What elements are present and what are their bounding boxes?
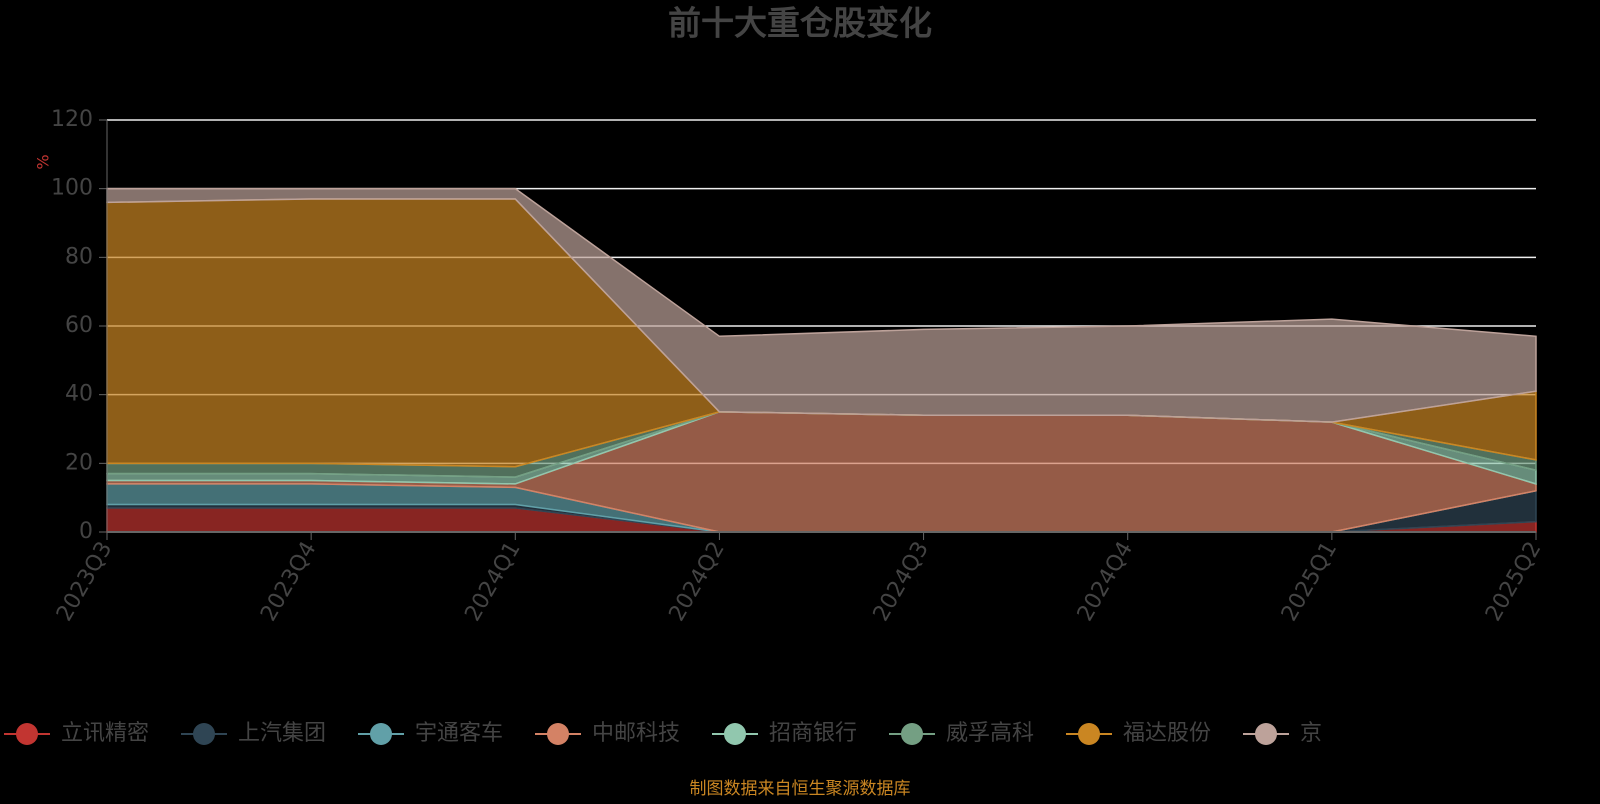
x-tick-label: 2023Q3 <box>52 538 117 626</box>
x-tick-label: 2025Q1 <box>1277 538 1342 626</box>
x-tick-label: 2023Q4 <box>256 538 321 626</box>
legend-label: 中邮科技 <box>592 721 680 746</box>
y-tick-label: 40 <box>65 382 93 407</box>
legend-label: 上汽集团 <box>238 721 326 746</box>
x-tick-label: 2024Q2 <box>665 538 730 626</box>
legend-marker <box>724 723 746 745</box>
legend-marker <box>901 723 923 745</box>
y-axis-label: % <box>34 154 53 169</box>
legend-label: 宇通客车 <box>415 721 503 746</box>
x-tick-label: 2024Q4 <box>1073 538 1138 626</box>
legend-marker <box>370 723 392 745</box>
y-tick-label: 120 <box>51 107 93 132</box>
legend-marker <box>1078 723 1100 745</box>
legend-label: 招商银行 <box>769 721 857 746</box>
area <box>106 187 1537 423</box>
legend-marker <box>16 723 38 745</box>
x-tick-label: 2024Q1 <box>460 538 525 626</box>
y-tick-label: 20 <box>65 450 93 475</box>
legend-marker <box>193 723 215 745</box>
y-tick-label: 80 <box>65 244 93 269</box>
legend-marker <box>1255 723 1277 745</box>
legend-label: 京 <box>1300 721 1322 746</box>
legend-label: 福达股份 <box>1123 721 1211 746</box>
y-tick-label: 60 <box>65 313 93 338</box>
chart-title: 前十大重仓股变化 <box>668 4 932 43</box>
source-note: 制图数据来自恒生聚源数据库 <box>690 779 911 799</box>
y-tick-label: 100 <box>51 176 93 201</box>
x-tick-label: 2025Q2 <box>1481 538 1546 626</box>
x-tick-label: 2024Q3 <box>869 538 934 626</box>
legend-marker <box>547 723 569 745</box>
legend-label: 立讯精密 <box>61 721 149 746</box>
legend-label: 威孚高科 <box>946 721 1034 746</box>
y-tick-label: 0 <box>79 519 93 544</box>
